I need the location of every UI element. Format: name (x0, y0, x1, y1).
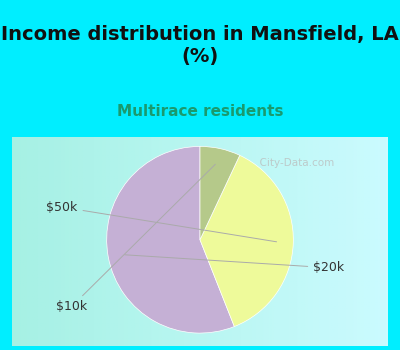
Text: $10k: $10k (56, 164, 215, 314)
Text: City-Data.com: City-Data.com (253, 158, 334, 168)
Wedge shape (200, 155, 293, 327)
Text: $20k: $20k (125, 255, 344, 274)
Wedge shape (107, 146, 234, 333)
Wedge shape (200, 146, 240, 240)
Text: Income distribution in Mansfield, LA
(%): Income distribution in Mansfield, LA (%) (1, 25, 399, 66)
Text: $50k: $50k (46, 201, 276, 242)
Text: Multirace residents: Multirace residents (117, 105, 283, 119)
